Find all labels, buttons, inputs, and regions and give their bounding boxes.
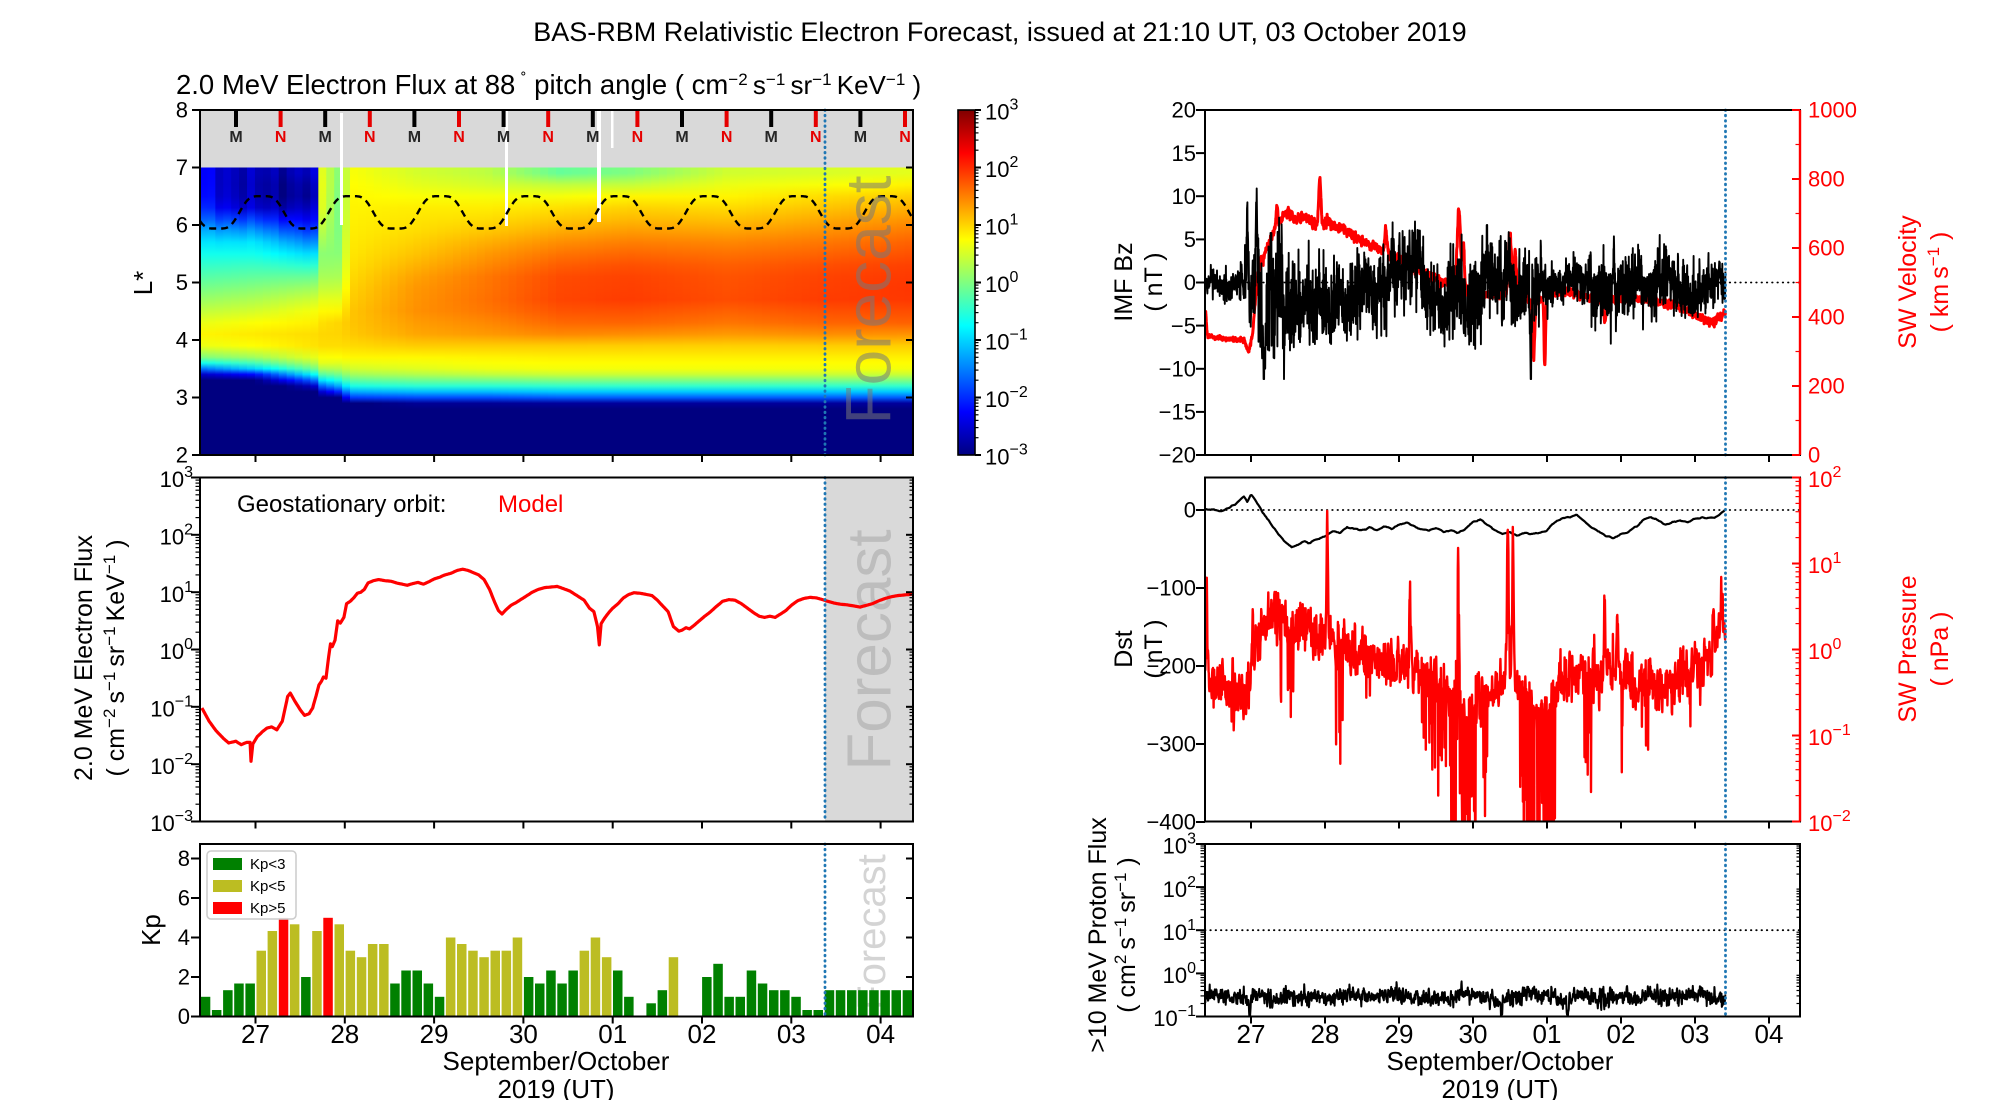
svg-text:−300: −300: [1146, 732, 1196, 757]
svg-text:>10 MeV Proton Flux: >10 MeV Proton Flux: [1084, 817, 1112, 1053]
svg-text:10−3: 10−3: [150, 808, 193, 836]
svg-text:N: N: [364, 129, 376, 146]
svg-text:03: 03: [777, 1019, 806, 1049]
svg-text:M: M: [675, 129, 688, 146]
svg-text:Geostationary orbit:: Geostationary orbit:: [237, 491, 446, 518]
svg-text:−100: −100: [1146, 576, 1196, 601]
svg-text:2: 2: [176, 443, 188, 468]
svg-text:Kp<5: Kp<5: [250, 878, 285, 895]
svg-text:N: N: [721, 129, 733, 146]
svg-text:M: M: [229, 129, 242, 146]
svg-text:Kp>5: Kp>5: [250, 900, 285, 917]
svg-text:−400: −400: [1146, 810, 1196, 835]
svg-text:5: 5: [176, 270, 188, 295]
svg-text:( nT ): ( nT ): [1140, 619, 1168, 678]
svg-text:Model: Model: [498, 491, 563, 518]
svg-text:2: 2: [178, 965, 190, 990]
svg-text:8: 8: [176, 98, 188, 123]
svg-text:2019 (UT): 2019 (UT): [1441, 1074, 1558, 1100]
svg-text:September/October: September/October: [443, 1046, 670, 1076]
svg-text:M: M: [408, 129, 421, 146]
svg-text:10−1: 10−1: [1808, 722, 1851, 750]
svg-text:N: N: [810, 129, 822, 146]
svg-text:IMF Bz: IMF Bz: [1110, 242, 1138, 321]
svg-text:7: 7: [176, 155, 188, 180]
svg-text:Forecast: Forecast: [850, 854, 894, 1010]
svg-text:0: 0: [1808, 443, 1820, 468]
svg-text:29: 29: [420, 1019, 449, 1049]
svg-text:2.0 MeV Electron Flux: 2.0 MeV Electron Flux: [70, 535, 98, 781]
svg-text:27: 27: [1237, 1019, 1266, 1049]
svg-text:2019 (UT): 2019 (UT): [497, 1074, 614, 1100]
svg-text:−5: −5: [1171, 313, 1196, 338]
svg-text:0: 0: [1184, 270, 1196, 295]
svg-text:M: M: [319, 129, 332, 146]
svg-text:27: 27: [241, 1019, 270, 1049]
svg-text:02: 02: [688, 1019, 717, 1049]
svg-text:Dst: Dst: [1110, 630, 1138, 668]
svg-text:−20: −20: [1159, 443, 1196, 468]
svg-text:−10: −10: [1159, 357, 1196, 382]
svg-text:800: 800: [1808, 167, 1845, 192]
svg-text:SW Velocity: SW Velocity: [1894, 215, 1922, 349]
svg-text:September/October: September/October: [1387, 1046, 1614, 1076]
svg-text:Kp<3: Kp<3: [250, 856, 285, 873]
svg-text:600: 600: [1808, 236, 1845, 261]
svg-text:Kp: Kp: [136, 914, 166, 946]
svg-text:Forecast: Forecast: [832, 175, 904, 424]
svg-text:1000: 1000: [1808, 98, 1857, 123]
svg-text:8: 8: [178, 846, 190, 871]
svg-text:15: 15: [1172, 141, 1196, 166]
svg-text:28: 28: [330, 1019, 359, 1049]
svg-text:6: 6: [178, 886, 190, 911]
svg-text:5: 5: [1184, 227, 1196, 252]
svg-text:Forecast: Forecast: [836, 529, 905, 770]
svg-text:20: 20: [1172, 98, 1196, 123]
svg-text:( cm2 s−1 sr−1 ): ( cm2 s−1 sr−1 ): [1111, 857, 1141, 1013]
svg-text:N: N: [275, 129, 287, 146]
svg-text:( nT ): ( nT ): [1140, 252, 1168, 311]
svg-text:30: 30: [509, 1019, 538, 1049]
svg-text:N: N: [453, 129, 465, 146]
svg-text:N: N: [899, 129, 911, 146]
svg-text:L*: L*: [128, 271, 158, 296]
svg-text:( nPa ): ( nPa ): [1926, 611, 1954, 686]
svg-text:04: 04: [1755, 1019, 1784, 1049]
svg-text:N: N: [542, 129, 554, 146]
svg-text:28: 28: [1311, 1019, 1340, 1049]
svg-text:02: 02: [1607, 1019, 1636, 1049]
svg-text:103: 103: [985, 97, 1018, 125]
svg-text:M: M: [765, 129, 778, 146]
svg-text:0: 0: [1184, 498, 1196, 523]
svg-text:M: M: [854, 129, 867, 146]
svg-text:−200: −200: [1146, 654, 1196, 679]
svg-text:6: 6: [176, 213, 188, 238]
svg-text:10−2: 10−2: [1808, 808, 1851, 836]
svg-text:29: 29: [1385, 1019, 1414, 1049]
svg-text:03: 03: [1681, 1019, 1710, 1049]
svg-text:0: 0: [178, 1004, 190, 1029]
svg-text:M: M: [497, 129, 510, 146]
svg-text:4: 4: [178, 925, 190, 950]
svg-text:4: 4: [176, 328, 188, 353]
svg-text:2.0 MeV Electron Flux at 88 ˚: 2.0 MeV Electron Flux at 88 ˚ pitch angl…: [176, 69, 921, 100]
svg-text:−15: −15: [1159, 400, 1196, 425]
svg-text:( cm−2 s−1 sr−1 KeV−1 ): ( cm−2 s−1 sr−1 KeV−1 ): [100, 539, 130, 776]
svg-text:200: 200: [1808, 374, 1845, 399]
svg-text:01: 01: [598, 1019, 627, 1049]
svg-text:SW Pressure: SW Pressure: [1894, 575, 1922, 722]
svg-text:M: M: [586, 129, 599, 146]
svg-text:30: 30: [1459, 1019, 1488, 1049]
svg-text:04: 04: [866, 1019, 895, 1049]
svg-text:( km s−1 ): ( km s−1 ): [1924, 232, 1954, 333]
svg-text:BAS-RBM Relativistic Electron: BAS-RBM Relativistic Electron Forecast, …: [533, 17, 1466, 47]
svg-text:10: 10: [1172, 184, 1196, 209]
svg-text:01: 01: [1533, 1019, 1562, 1049]
svg-text:400: 400: [1808, 305, 1845, 330]
svg-text:3: 3: [176, 385, 188, 410]
svg-text:N: N: [632, 129, 644, 146]
